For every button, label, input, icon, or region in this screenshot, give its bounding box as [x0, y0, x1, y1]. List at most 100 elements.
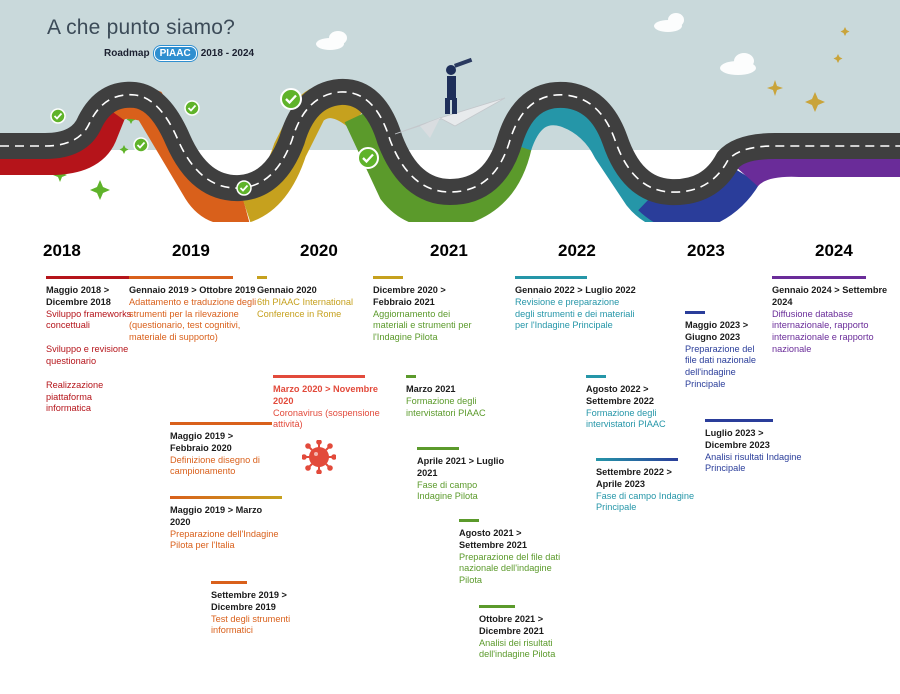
event-dates: Maggio 2018 > Dicembre 2018 [46, 285, 111, 307]
event-bar [257, 276, 267, 279]
timeline-event: Maggio 2018 > Dicembre 2018 Sviluppo fra… [46, 276, 132, 415]
event-description: Analisi risultati Indagine Principale [705, 451, 802, 474]
event-dates: Ottobre 2021 > Dicembre 2021 [479, 614, 544, 636]
check-icon [236, 180, 252, 196]
event-bar [459, 519, 479, 522]
event-dates: Gennaio 2019 > Ottobre 2019 [129, 285, 256, 295]
event-description: Sviluppo frameworks concettuali [46, 308, 132, 331]
event-dates: Agosto 2021 > Settembre 2021 [459, 528, 527, 550]
event-description: Analisi dei risultati dell'indagine Pilo… [479, 637, 556, 660]
event-bar [772, 276, 866, 279]
event-description: Coronavirus (sospensione attività) [273, 407, 380, 430]
event-description: Preparazione dell'Indagine Pilota per l'… [170, 528, 279, 551]
event-dates: Settembre 2022 > Aprile 2023 [596, 467, 672, 489]
event-bar [685, 311, 705, 314]
event-bar [479, 605, 515, 608]
timeline-event: Maggio 2019 > Marzo 2020 Preparazione de… [170, 496, 282, 552]
event-bar [406, 375, 416, 378]
event-bar [170, 422, 272, 425]
event-description: Realizzazione piattaforma informatica [46, 379, 104, 414]
timeline-event: Maggio 2019 > Febbraio 2020 Definizione … [170, 422, 274, 478]
check-icon [184, 100, 200, 116]
event-dates: Marzo 2020 > Novembre 2020 [273, 384, 378, 406]
timeline-event: Settembre 2019 > Dicembre 2019 Test degl… [211, 581, 311, 637]
event-dates: Gennaio 2024 > Settembre 2024 [772, 285, 888, 307]
timeline-event: Maggio 2023 > Giugno 2023 Preparazione d… [685, 311, 761, 391]
timeline-event: Marzo 2020 > Novembre 2020 Coronavirus (… [273, 375, 383, 431]
timeline-event: Gennaio 2019 > Ottobre 2019 Adattamento … [129, 276, 257, 344]
event-bar [586, 375, 606, 378]
event-description: Fase di campo Indagine Principale [596, 490, 695, 513]
roadmap-illustration [0, 0, 900, 222]
event-description: Diffusione database internazionale, rapp… [772, 308, 874, 354]
year-label-2024: 2024 [815, 241, 853, 260]
year-label-2021: 2021 [430, 241, 468, 260]
coronavirus-icon [302, 440, 336, 474]
timeline-event: Gennaio 2024 > Settembre 2024 Diffusione… [772, 276, 892, 356]
event-bar [596, 458, 678, 461]
year-label-2023: 2023 [687, 241, 725, 260]
timeline-event: Gennaio 2020 6th PIAAC International Con… [257, 276, 363, 320]
year-label-2019: 2019 [172, 241, 210, 260]
event-dates: Aprile 2021 > Luglio 2021 [417, 456, 505, 478]
event-dates: Maggio 2023 > Giugno 2023 [685, 320, 749, 342]
event-dates: Dicembre 2020 > Febbraio 2021 [373, 285, 446, 307]
cloud-icon [720, 53, 756, 75]
event-description: Definizione disegno di campionamento [170, 454, 260, 477]
event-dates: Maggio 2019 > Febbraio 2020 [170, 431, 234, 453]
year-label-2020: 2020 [300, 241, 338, 260]
event-description: Sviluppo e revisione questionario [46, 344, 129, 366]
event-description: Adattamento e traduzione degli strumenti… [129, 296, 257, 343]
event-bar [515, 276, 587, 279]
timeline-event: Marzo 2021 Formazione degli intervistato… [406, 375, 506, 419]
road-center-line [0, 91, 900, 193]
event-bar [170, 496, 282, 499]
timeline-event: Agosto 2021 > Settembre 2021 Preparazion… [459, 519, 563, 587]
event-dates: Gennaio 2022 > Luglio 2022 [515, 285, 636, 295]
event-dates: Luglio 2023 > Dicembre 2023 [705, 428, 770, 450]
year-label-2018: 2018 [43, 241, 81, 260]
timeline-event: Dicembre 2020 > Febbraio 2021 Aggiorname… [373, 276, 483, 344]
event-dates: Settembre 2019 > Dicembre 2019 [211, 590, 287, 612]
band-2023 [638, 165, 760, 222]
check-icon [280, 88, 302, 110]
event-description: Fase di campo Indagine Pilota [417, 479, 478, 502]
event-bar [211, 581, 247, 584]
subtitle-prefix: Roadmap [104, 48, 150, 59]
event-description: Test degli strumenti informatici [211, 613, 291, 636]
year-label-2022: 2022 [558, 241, 596, 260]
event-bar [705, 419, 773, 422]
event-description: 6th PIAAC International Conference in Ro… [257, 296, 354, 319]
band-2024 [732, 142, 900, 188]
star-icon [767, 27, 850, 112]
timeline-event: Settembre 2022 > Aprile 2023 Fase di cam… [596, 458, 696, 514]
timeline-event: Agosto 2022 > Settembre 2022 Formazione … [586, 375, 682, 431]
event-bar [417, 447, 459, 450]
event-bar [273, 375, 365, 378]
event-description: Aggiornamento dei materiali e strumenti … [373, 308, 472, 343]
timeline-event: Aprile 2021 > Luglio 2021 Fase di campo … [417, 447, 513, 503]
check-icon [357, 147, 379, 169]
roadmap-subtitle: Roadmap PIAAC 2018 - 2024 [104, 46, 254, 61]
event-bar [373, 276, 403, 279]
piaac-logo: PIAAC [153, 46, 197, 61]
event-description: Preparazione del file dati nazionale del… [459, 551, 561, 586]
event-bar [129, 276, 233, 279]
event-description: Formazione degli intervistatori PIAAC [586, 407, 666, 430]
paper-plane-icon [394, 97, 506, 138]
event-dates: Agosto 2022 > Settembre 2022 [586, 384, 654, 406]
event-dates: Marzo 2021 [406, 384, 456, 394]
check-icon [50, 108, 66, 124]
page-title: A che punto siamo? [47, 16, 236, 39]
cloud-icon [316, 31, 347, 50]
event-bar [46, 276, 130, 279]
timeline-event: Ottobre 2021 > Dicembre 2021 Analisi dei… [479, 605, 579, 661]
sparkle-icon [53, 115, 136, 200]
event-description: Preparazione del file dati nazionale del… [685, 343, 756, 389]
subtitle-years: 2018 - 2024 [200, 48, 255, 59]
event-description: Revisione e preparazione degli strumenti… [515, 296, 635, 331]
timeline-event: Gennaio 2022 > Luglio 2022 Revisione e p… [515, 276, 639, 332]
check-icon [133, 137, 149, 153]
event-dates: Gennaio 2020 [257, 285, 317, 295]
event-dates: Maggio 2019 > Marzo 2020 [170, 505, 263, 527]
